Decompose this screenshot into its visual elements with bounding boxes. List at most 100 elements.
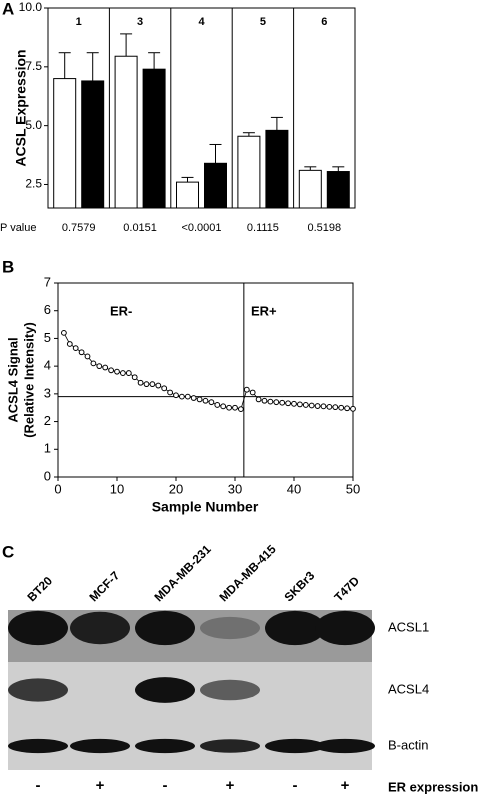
bar (265, 129, 289, 209)
point (61, 329, 67, 336)
x-tick-label: 40 (287, 481, 301, 496)
point (125, 370, 132, 376)
y-tick-label: 10.0 (19, 0, 43, 14)
point (173, 392, 179, 399)
lane-label: MDA-MB-231 (151, 542, 213, 604)
y-tick-label: 2.5 (25, 177, 42, 191)
blot-band (265, 610, 325, 646)
point (220, 403, 227, 410)
y-tick-label: 0 (44, 468, 51, 483)
lane-label: MCF-7 (86, 568, 122, 604)
blot-band (70, 611, 130, 645)
pvalue: <0.0001 (181, 222, 221, 234)
lane-label: BT20 (24, 573, 55, 604)
x-tick-label: 0 (54, 481, 61, 496)
bar (204, 162, 227, 209)
annotation: ER+ (251, 303, 277, 318)
point (285, 400, 292, 407)
point (114, 368, 120, 375)
y-tick-label: 7.5 (25, 59, 42, 73)
point (96, 363, 103, 370)
blot-band (315, 610, 375, 646)
point (243, 386, 250, 393)
point (78, 349, 85, 356)
category-label: 5 (260, 16, 266, 28)
y-tick-label: 7 (44, 274, 51, 289)
point (196, 396, 203, 403)
y-tick-label: 3 (44, 385, 51, 400)
point (202, 397, 209, 404)
point (72, 345, 79, 352)
point (131, 374, 138, 381)
er-sign: + (96, 777, 105, 794)
point (308, 402, 315, 409)
y-tick-label: 1 (44, 441, 51, 456)
blot-band (135, 738, 195, 754)
point (338, 404, 345, 411)
bar (53, 78, 77, 209)
er-label: ER expression (388, 779, 478, 794)
blot-band (8, 610, 68, 646)
bar (298, 169, 322, 209)
point (149, 381, 156, 388)
blot-band (8, 738, 68, 754)
point (167, 389, 174, 396)
blot-band (8, 678, 68, 702)
panel-letter: A (2, 0, 14, 18)
y-axis-label: ACSL Expression (13, 49, 29, 166)
point (161, 385, 168, 392)
y-tick-label: 6 (44, 302, 51, 317)
plot-frame (47, 7, 356, 209)
pvalue-label: P value (0, 222, 37, 234)
point (232, 404, 238, 411)
y-tick-label: 5.0 (25, 118, 42, 132)
point (226, 404, 233, 411)
er-sign: - (163, 777, 168, 794)
lane-label: T47D (331, 573, 362, 604)
band-label: B-actin (388, 737, 428, 752)
bar (81, 80, 105, 209)
point (273, 399, 280, 406)
pvalue: 0.0151 (123, 222, 157, 234)
er-sign: + (341, 777, 350, 794)
er-sign: + (226, 777, 235, 794)
point (238, 406, 244, 413)
y-tick-label: 2 (44, 413, 51, 428)
point (190, 395, 197, 401)
panel-letter: C (2, 542, 14, 561)
point (102, 364, 109, 371)
blot-band (265, 738, 325, 754)
point (66, 341, 73, 347)
point (120, 370, 126, 376)
point (155, 382, 162, 389)
point (143, 381, 150, 388)
point (350, 405, 356, 412)
y-tick-label: 4 (44, 358, 51, 373)
point (90, 360, 97, 367)
point (214, 402, 221, 408)
bar (114, 55, 138, 209)
point (261, 397, 268, 404)
bar (142, 68, 166, 209)
x-tick-label: 20 (169, 481, 183, 496)
point (249, 389, 256, 396)
point (255, 396, 262, 403)
plot-frame (57, 282, 354, 478)
lane-label: SKBr3 (281, 568, 317, 604)
point (314, 403, 321, 409)
series-line (63, 332, 354, 410)
blot-band (135, 677, 195, 703)
er-sign: - (293, 777, 298, 794)
y-axis-label: (Relative Intensity) (21, 322, 36, 438)
point (279, 399, 286, 406)
er-sign: - (36, 777, 41, 794)
pvalue: 0.7579 (62, 222, 96, 234)
bar (237, 135, 261, 209)
point (302, 402, 309, 408)
pvalue: 0.1115 (247, 222, 279, 234)
y-axis-label: ACSL4 Signal (5, 337, 20, 422)
point (297, 401, 303, 408)
bar (176, 181, 199, 209)
bar (326, 171, 350, 209)
